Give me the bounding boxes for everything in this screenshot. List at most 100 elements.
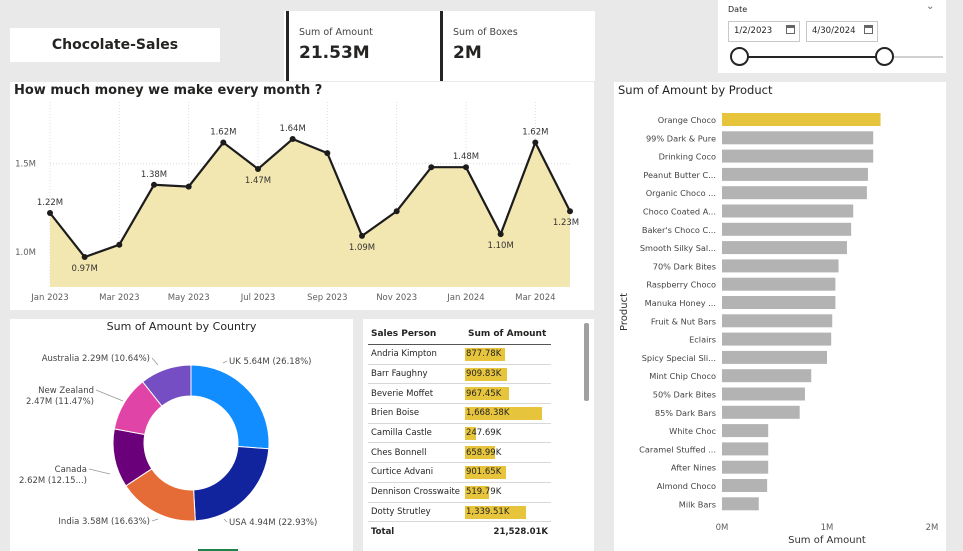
- amount-cell: 247.69K: [464, 423, 551, 444]
- product-bar-svg[interactable]: Orange Choco 99% Dark & Pure Drinking Coco…: [614, 82, 946, 551]
- amount-value: 658.99K: [465, 447, 502, 458]
- table-row[interactable]: Camilla Castle 247.69K: [368, 423, 551, 444]
- category-label: After Nines: [671, 463, 716, 473]
- data-point[interactable]: [81, 254, 88, 261]
- table-row[interactable]: Dotty Strutley 1,339.51K: [368, 502, 551, 523]
- product-bar[interactable]: [722, 277, 836, 291]
- country-donut-chart: Sum of Amount by Country UK 5.64M (26.18…: [10, 319, 353, 551]
- page-tab-indicator[interactable]: [198, 549, 238, 551]
- data-label: 1.64M: [280, 124, 306, 134]
- category-label: Manuka Honey ...: [645, 298, 716, 308]
- start-date-input[interactable]: 1/2/2023: [728, 21, 800, 42]
- data-point[interactable]: [567, 208, 573, 215]
- kpi-sum-of-amount[interactable]: Sum of Amount 21.53M: [286, 11, 439, 81]
- data-point[interactable]: [151, 181, 157, 188]
- product-bar[interactable]: [722, 460, 769, 474]
- donut-slice[interactable]: [141, 364, 192, 407]
- data-point[interactable]: [185, 183, 192, 190]
- data-label: 1.22M: [37, 198, 63, 208]
- column-header-sum-of-amount[interactable]: Sum of Amount: [464, 323, 551, 345]
- data-point[interactable]: [116, 241, 123, 248]
- table-row[interactable]: Ches Bonnell 658.99K: [368, 442, 551, 464]
- monthly-area-svg[interactable]: 1.0M 1.5M 1.22M 0.97M 1.38M 1.62M 1.47M 1.64M 1.…: [10, 82, 594, 310]
- leader-line: [222, 360, 228, 364]
- product-bar[interactable]: [722, 186, 867, 200]
- donut-slice[interactable]: [190, 364, 270, 450]
- data-point[interactable]: [532, 139, 539, 146]
- product-bar[interactable]: [722, 369, 812, 383]
- column-header-sales-person[interactable]: Sales Person: [368, 323, 465, 345]
- slider-track[interactable]: [885, 56, 943, 58]
- amount-value: 877.78K: [465, 349, 502, 360]
- calendar-icon[interactable]: [864, 25, 873, 34]
- data-point[interactable]: [359, 232, 365, 239]
- product-bar[interactable]: [722, 113, 881, 126]
- donut-svg[interactable]: UK 5.64M (26.18%) USA 4.94M (22.93%) India…: [10, 319, 353, 551]
- category-label: Smooth Silky Sal...: [640, 243, 716, 253]
- table-row[interactable]: Barr Faughny 909.83K: [368, 364, 551, 385]
- kpi-sum-of-boxes[interactable]: Sum of Boxes 2M: [440, 11, 590, 81]
- product-bar[interactable]: [722, 259, 839, 273]
- product-bar[interactable]: [722, 204, 854, 218]
- x-tick-label: Jan 2023: [30, 293, 68, 303]
- kpi-value: 2M: [453, 43, 482, 63]
- data-point[interactable]: [220, 139, 227, 146]
- table-row[interactable]: Andria Kimpton 877.78K: [368, 344, 551, 365]
- data-bar: [464, 505, 527, 519]
- product-bar[interactable]: [722, 350, 827, 364]
- product-bar[interactable]: [722, 332, 832, 346]
- product-bar[interactable]: [722, 167, 868, 181]
- table-row[interactable]: Dennison Crosswaite 519.79K: [368, 482, 551, 503]
- amount-value: 1,668.38K: [465, 408, 510, 419]
- slider-start-handle[interactable]: [730, 47, 749, 66]
- data-point[interactable]: [289, 136, 296, 142]
- product-bar[interactable]: [722, 314, 833, 328]
- product-bar[interactable]: [722, 131, 874, 145]
- data-label: 1.09M: [349, 243, 375, 253]
- slider-end-handle[interactable]: [875, 47, 894, 66]
- amount-cell: 901.65K: [464, 462, 551, 483]
- category-label: Mint Chip Choco: [649, 371, 716, 381]
- end-date-input[interactable]: 4/30/2024: [806, 21, 878, 42]
- product-bar[interactable]: [722, 479, 768, 492]
- data-label: 0.97M: [72, 264, 98, 274]
- sales-person-cell: Camilla Castle: [368, 423, 465, 444]
- series-line: [49, 137, 571, 259]
- data-point[interactable]: [255, 165, 261, 172]
- table-row[interactable]: Brien Boise 1,668.38K: [368, 403, 551, 424]
- amount-cell: 1,668.38K: [464, 403, 551, 424]
- product-bar[interactable]: [722, 497, 759, 511]
- product-bar[interactable]: [722, 387, 805, 401]
- leader-line: [151, 357, 159, 366]
- chevron-down-icon[interactable]: ⌄: [926, 1, 935, 12]
- slice-label: Canada: [55, 465, 87, 475]
- y-tick-label: 1.0M: [15, 248, 36, 258]
- product-bar[interactable]: [722, 222, 852, 236]
- table-scrollbar[interactable]: [584, 323, 589, 401]
- y-axis-title: Product: [619, 293, 630, 331]
- sales-person-table: Sales Person Sum of Amount Andria Kimpto…: [363, 319, 594, 551]
- chart-title: Sum of Amount by Product: [618, 83, 773, 97]
- product-bar[interactable]: [722, 149, 874, 163]
- x-tick-label: Mar 2024: [515, 293, 555, 303]
- donut-slice[interactable]: [193, 445, 270, 522]
- chart-title: How much money we make every month ?: [14, 83, 323, 98]
- data-point[interactable]: [324, 150, 331, 157]
- product-bar[interactable]: [722, 405, 800, 419]
- sales-person-cell: Dotty Strutley: [368, 502, 465, 523]
- data-point[interactable]: [497, 231, 504, 238]
- product-bar[interactable]: [722, 442, 769, 456]
- data-point[interactable]: [463, 164, 469, 171]
- table-row[interactable]: Beverie Moffet 967.45K: [368, 383, 551, 405]
- data-point[interactable]: [393, 208, 400, 215]
- slider-track-active[interactable]: [740, 56, 885, 58]
- total-value: 21,528.01K: [464, 521, 551, 542]
- product-bar[interactable]: [722, 296, 836, 309]
- product-bar[interactable]: [722, 424, 769, 438]
- calendar-icon[interactable]: [786, 25, 795, 34]
- slice-label: New Zealand: [38, 386, 94, 396]
- data-point[interactable]: [47, 210, 53, 216]
- table-row[interactable]: Curtice Advani 901.65K: [368, 462, 551, 483]
- product-bar[interactable]: [722, 241, 847, 255]
- data-point[interactable]: [428, 164, 435, 171]
